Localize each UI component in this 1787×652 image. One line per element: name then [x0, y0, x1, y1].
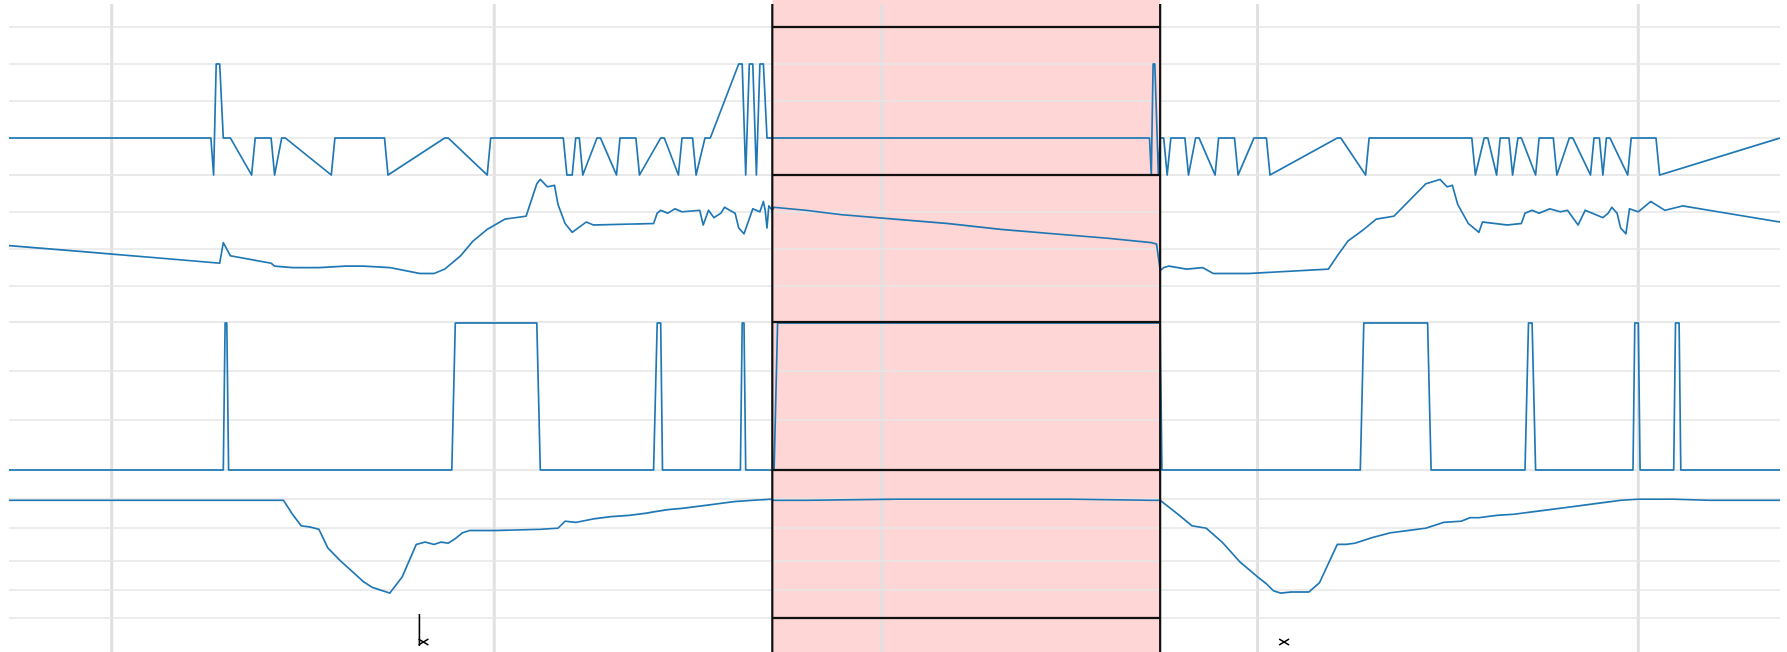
event-marker-layer: [418, 614, 1290, 646]
series-line-panel-1: [9, 63, 1781, 176]
highlight-region-layer: [772, 0, 1161, 652]
x-mark-icon: [1278, 638, 1290, 646]
series-line-panel-2: [8, 178, 1781, 275]
series-layer: [8, 63, 1781, 594]
series-line-panel-3: [9, 322, 1780, 471]
highlight-border-layer: [771, 4, 1162, 652]
event-marker-1: [1278, 638, 1290, 646]
series-line-panel-4: [9, 498, 1780, 594]
highlight-region: [772, 0, 1161, 652]
